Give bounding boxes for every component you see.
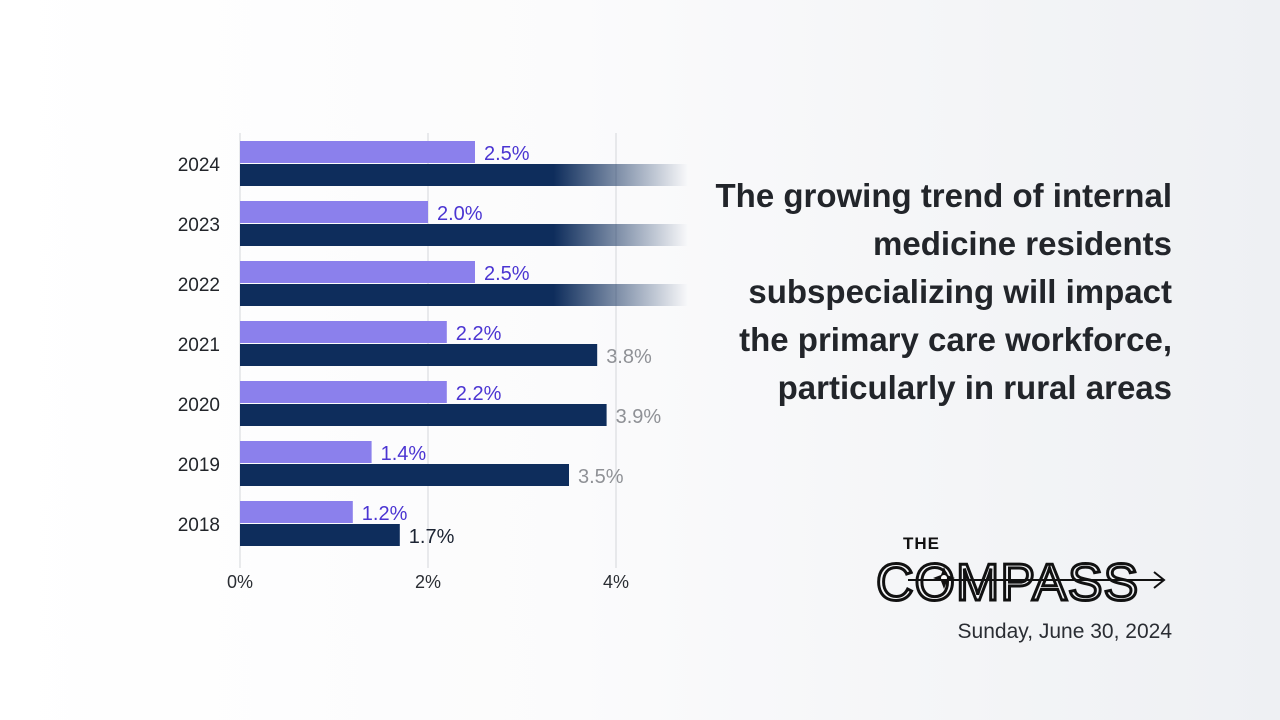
brand-the: THE xyxy=(903,534,940,553)
y-tick-label: 2022 xyxy=(178,275,220,296)
y-tick-label: 2020 xyxy=(178,395,220,416)
data-label-series-1: 1.2% xyxy=(362,503,408,525)
x-tick-label: 0% xyxy=(227,572,253,592)
bar-series-2-faded xyxy=(240,284,688,306)
y-tick-label: 2023 xyxy=(178,215,220,236)
data-label-series-2: 1.7% xyxy=(409,526,455,548)
bar-series-1 xyxy=(240,321,447,343)
data-label-series-2: 3.5% xyxy=(578,466,624,488)
bar-series-1 xyxy=(240,141,475,163)
headline: The growing trend of internal medicine r… xyxy=(715,177,1173,406)
data-label-series-1: 2.2% xyxy=(456,383,502,405)
data-label-series-2: 3.9% xyxy=(616,406,662,428)
y-tick-label: 2021 xyxy=(178,335,220,356)
bar-series-1 xyxy=(240,261,475,283)
data-label-series-1: 2.5% xyxy=(484,263,530,285)
bar-series-1 xyxy=(240,501,353,523)
bar-series-1 xyxy=(240,441,372,463)
data-label-series-2: 3.8% xyxy=(606,346,652,368)
arrow-icon xyxy=(908,571,1166,589)
bar-series-2 xyxy=(240,344,598,366)
x-tick-label: 4% xyxy=(603,572,629,592)
data-label-series-1: 2.5% xyxy=(484,143,530,165)
date: Sunday, June 30, 2024 xyxy=(957,620,1172,643)
bar-series-1 xyxy=(240,381,447,403)
data-label-series-1: 1.4% xyxy=(381,443,427,465)
bar-series-2 xyxy=(240,404,607,426)
y-tick-label: 2024 xyxy=(178,155,221,176)
bar-series-2-faded xyxy=(240,224,688,246)
bar-series-2 xyxy=(240,524,400,546)
data-label-series-1: 2.2% xyxy=(456,323,502,345)
bar-chart: 0% 2% 4% 2024 2.5% 2023 2.0% 2022 2.5% 2021 2.2% 3.… xyxy=(178,133,688,592)
data-label-series-1: 2.0% xyxy=(437,203,483,225)
y-tick-label: 2018 xyxy=(178,515,220,536)
bar-series-2 xyxy=(240,464,569,486)
y-tick-label: 2019 xyxy=(178,455,220,476)
bar-series-1 xyxy=(240,201,428,223)
x-tick-label: 2% xyxy=(415,572,441,592)
bar-series-2-faded xyxy=(240,164,688,186)
compass-logo: COMPASS xyxy=(875,553,1166,608)
